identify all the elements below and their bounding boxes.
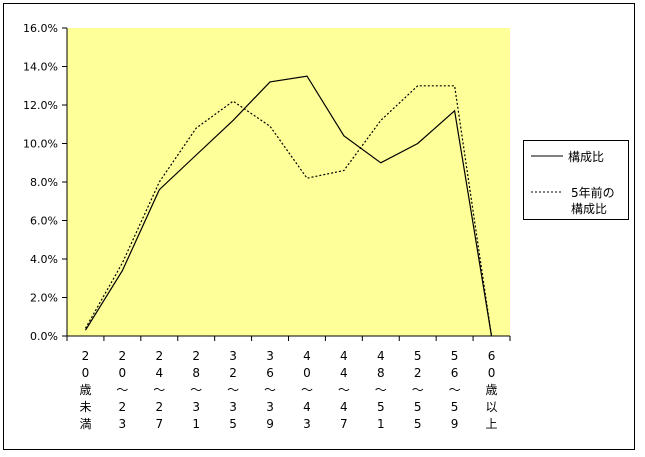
x-tick-label-char: 9	[266, 417, 274, 431]
y-tick-label: 12.0%	[23, 99, 58, 112]
x-tick-label-char: 7	[155, 417, 163, 431]
x-tick-label-char: 2	[119, 349, 127, 363]
legend-label-1-line-1: 5年前の	[571, 185, 615, 200]
x-tick-label-char: 2	[229, 366, 237, 380]
x-tick-label-char: ～	[116, 383, 128, 397]
x-tick-label: 4 8 ～ 5 1	[375, 349, 387, 431]
x-tick-label-char: ～	[190, 383, 202, 397]
x-tick-label: 2 8 ～ 3 1	[190, 349, 202, 431]
x-tick-label-char: 5	[451, 400, 459, 414]
y-tick-label: 2.0%	[30, 292, 58, 305]
x-tick-label-char: ～	[375, 383, 387, 397]
x-tick-label-char: 7	[340, 417, 348, 431]
x-tick-label-char: 3	[119, 417, 127, 431]
y-tick-label: 14.0%	[23, 61, 58, 74]
x-tick-label-char: 2	[155, 400, 163, 414]
y-tick-label: 4.0%	[30, 253, 58, 266]
x-tick-label-char: 0	[303, 366, 311, 380]
x-tick-label-char: 上	[486, 417, 498, 431]
x-tick-label-char: 1	[377, 417, 385, 431]
x-tick-label: 5 2 ～ 5 5	[412, 349, 424, 431]
legend-label-0: 構成比	[568, 150, 604, 164]
x-tick-label-char: 5	[414, 400, 422, 414]
x-tick-label-char: 3	[266, 349, 274, 363]
x-tick-label-char: 2	[414, 366, 422, 380]
x-tick-label-char: 3	[192, 400, 200, 414]
x-tick-label: 2 0 ～ 2 3	[116, 349, 128, 431]
x-tick-label: 4 0 ～ 4 3	[301, 349, 313, 431]
x-tick-label-char: 8	[377, 366, 385, 380]
y-tick-label: 10.0%	[23, 138, 58, 151]
x-tick-label-char: 5	[451, 349, 459, 363]
x-tick-label-char: 8	[192, 366, 200, 380]
legend: 構成比 5年前の 構成比	[523, 140, 629, 220]
x-tick-label-char: 6	[266, 366, 274, 380]
series-line-0	[84, 75, 493, 337]
y-tick-label: 8.0%	[30, 176, 58, 189]
x-tick-label-char: 5	[377, 400, 385, 414]
y-tick-label: 6.0%	[30, 215, 58, 228]
x-tick-label: 4 4 ～ 4 7	[338, 349, 350, 431]
x-tick-label: 2 4 ～ 2 7	[153, 349, 165, 431]
x-tick-label-char: ～	[264, 383, 276, 397]
y-tick-label: 0.0%	[30, 330, 58, 343]
x-tick-label-char: 以	[486, 400, 498, 414]
x-tick-label-char: 2	[82, 349, 90, 363]
x-tick-label-char: 未	[79, 400, 91, 414]
x-tick-label-char: 5	[414, 349, 422, 363]
x-tick-label-char: 0	[488, 366, 496, 380]
x-tick-label-char: 歳	[79, 383, 91, 397]
x-tick-label-char: ～	[227, 383, 239, 397]
x-tick-label-char: ～	[301, 383, 313, 397]
x-tick-label-char: 6	[451, 366, 459, 380]
x-tick-label: 2 0 歳未満	[79, 349, 91, 431]
x-tick-label-char: 0	[119, 366, 127, 380]
x-tick-label-char: ～	[338, 383, 350, 397]
x-tick-label-char: 0	[82, 366, 90, 380]
x-tick-label-char: 6	[488, 349, 496, 363]
x-tick-label-char: 歳	[486, 383, 498, 397]
x-axis: 20歳未満20～2324～2728～3132～3536～3940～4344～47…	[66, 335, 511, 431]
series-line-1	[84, 85, 493, 337]
series-layer	[84, 75, 493, 337]
x-tick-label-char: 4	[340, 400, 348, 414]
x-tick-label-char: ～	[153, 383, 165, 397]
x-tick-label-char: ～	[449, 383, 461, 397]
x-tick-label-char: 3	[229, 400, 237, 414]
x-tick-label-char: 4	[155, 366, 163, 380]
x-tick-label-char: ～	[412, 383, 424, 397]
x-tick-label-char: 4	[303, 349, 311, 363]
legend-label-1-line-2: 構成比	[571, 202, 607, 216]
x-tick-label-char: 1	[192, 417, 200, 431]
x-tick-label-char: 4	[303, 400, 311, 414]
x-tick-label-char: 2	[155, 349, 163, 363]
y-axis: 0.0% 2.0% 4.0% 6.0% 8.0% 10.0% 12.0% 14.0% 16.0%	[23, 22, 68, 343]
x-tick-label-char: 3	[266, 400, 274, 414]
x-tick-label-char: 4	[340, 349, 348, 363]
x-tick-label: 3 2 ～ 3 5	[227, 349, 239, 431]
x-tick-label-char: 5	[414, 417, 422, 431]
x-tick-label-char: 4	[377, 349, 385, 363]
y-tick-label: 16.0%	[23, 22, 58, 35]
x-tick-label-char: 3	[229, 349, 237, 363]
x-tick-label-char: 満	[79, 417, 91, 431]
plot-area	[67, 28, 510, 336]
x-tick-label: 5 6 ～ 5 9	[449, 349, 461, 431]
x-tick-label: 3 6 ～ 3 9	[264, 349, 276, 431]
x-tick-label-char: 5	[229, 417, 237, 431]
x-tick-label-char: 9	[451, 417, 459, 431]
x-tick-label: 6 0 歳以上	[486, 349, 498, 431]
x-tick-label-char: 3	[303, 417, 311, 431]
x-tick-label-char: 2	[119, 400, 127, 414]
x-tick-label-char: 4	[340, 366, 348, 380]
legend-box	[523, 140, 629, 220]
x-tick-label-char: 2	[192, 349, 200, 363]
